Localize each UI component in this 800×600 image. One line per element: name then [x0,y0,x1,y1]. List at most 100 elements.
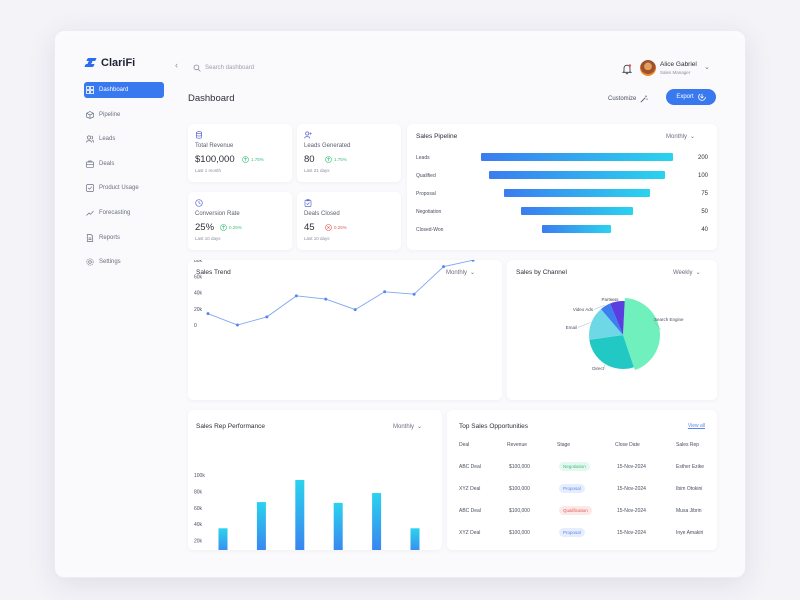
clipboard-icon [304,199,312,207]
kpi-label: Total Revenue [195,143,234,149]
sidebar-item-settings[interactable]: Settings [84,254,164,270]
rep-bar[interactable] [372,493,382,550]
sidebar-item-deals[interactable]: Deals [84,156,164,172]
slice-label: Search Engine [654,317,684,322]
sidebar-item-product-usage[interactable]: Product Usage [84,180,164,196]
sidebar-item-leads[interactable]: Leads [84,131,164,147]
data-point[interactable] [265,315,269,319]
sidebar-item-dashboard[interactable]: Dashboard [84,82,164,98]
chevron-down-icon: ⌄ [470,270,476,276]
pipeline-stage-value: 40 [701,227,708,233]
pipeline-bar-leads[interactable] [481,153,673,161]
rep-bar[interactable] [256,502,266,550]
data-point[interactable] [353,308,357,312]
leader-line [577,322,591,328]
deal-name: XYZ Deal [459,530,481,536]
notification-bell-icon[interactable] [621,62,633,75]
sidebar-item-label: Reports [99,234,121,241]
kpi-label: Leads Generated [304,143,351,149]
kpi-delta: 1.75% [242,156,264,163]
period-dropdown[interactable]: Monthly ⌄ [446,269,476,277]
sidebar-item-reports[interactable]: Reports [84,230,164,246]
leader-line [609,299,618,301]
export-label: Export [676,94,694,100]
search-input[interactable]: Search dashboard [193,64,254,72]
data-point[interactable] [412,292,416,296]
download-icon [697,93,706,101]
data-point[interactable] [383,290,387,294]
data-point[interactable] [471,260,475,262]
target-icon [195,199,203,207]
column-header[interactable]: Deal [459,442,470,448]
slice-label: Email [566,325,577,330]
export-button[interactable]: Export [666,89,716,105]
sales-by-channel-card: Sales by Channel Weekly ⌄ Search Engine D… [507,260,717,400]
rep-bar[interactable] [333,502,343,550]
column-header[interactable]: Stage [557,442,571,448]
deal-name: ABC Deal [459,508,481,514]
period-label: Weekly [673,269,693,276]
pie-slice[interactable] [589,335,634,369]
database-icon [196,131,202,139]
period-dropdown[interactable]: Monthly ⌄ [393,423,422,431]
column-header[interactable]: Sales Rep [676,442,700,448]
sales-trend-line [207,260,474,326]
pipeline-stage-value: 75 [701,191,708,197]
app-window: ClariFi ‹ Dashboard Pipeline Leads Deals… [54,30,746,578]
pie-slice[interactable] [589,309,623,340]
arrow-down-circle-icon [325,224,332,231]
data-point[interactable] [206,312,210,316]
pie-slice[interactable] [623,298,660,371]
kpi-card-total-revenue: Total Revenue $100,000 1.75% Last 1 mont… [188,124,292,182]
sidebar-item-forecasting[interactable]: Forecasting [84,205,164,221]
column-header[interactable]: Close Date [615,442,640,448]
app-surface: ClariFi ‹ Dashboard Pipeline Leads Deals… [61,37,739,571]
sidebar-item-pipeline[interactable]: Pipeline [84,107,164,123]
sidebar-item-label: Deals [99,160,115,167]
user-menu-chevron-icon[interactable]: ⌄ [704,64,710,71]
card-title: Sales Trend [196,269,231,276]
column-header[interactable]: Revenue [507,442,528,448]
period-dropdown[interactable]: Weekly ⌄ [673,269,701,277]
rep-bar[interactable] [295,479,305,550]
chevron-down-icon: ⌄ [690,134,696,140]
rep-bar[interactable] [218,528,228,550]
pipeline-bar-proposal[interactable] [504,189,650,197]
top-opportunities-card: Top Sales Opportunities View all Deal Re… [447,410,717,550]
data-point[interactable] [294,294,298,298]
pipeline-bar-qualified[interactable] [489,171,665,179]
arrow-up-circle-icon [220,224,227,231]
pipeline-bar-negotiation[interactable] [521,207,633,215]
slice-label: Partners [601,297,619,302]
grid-icon [86,86,94,94]
pie-slice[interactable] [610,301,625,335]
box-check-icon [86,184,94,193]
y-tick-label: 80k [194,260,203,264]
stage-badge: Qualification [559,506,592,515]
rep-bar[interactable] [410,528,420,550]
pie-slice[interactable] [600,303,623,335]
arrow-up-circle-icon [242,156,249,163]
collapse-sidebar-icon[interactable]: ‹ [175,60,178,70]
view-all-link[interactable]: View all [687,423,705,429]
deal-revenue: $100,000 [509,464,530,470]
period-dropdown[interactable]: Monthly ⌄ [666,133,696,141]
deal-name: ABC Deal [459,464,481,470]
page-title: Dashboard [188,93,235,104]
data-point[interactable] [324,297,328,301]
stage-badge: Proposal [559,484,585,493]
customize-button[interactable]: Customize [608,95,648,103]
user-avatar[interactable] [640,60,656,76]
sidebar-item-label: Pipeline [99,111,121,118]
data-point[interactable] [235,323,239,327]
pipeline-bar-closed-won[interactable] [542,225,611,233]
app-logo[interactable]: ClariFi [84,57,135,69]
sidebar-item-label: Leads [99,136,116,143]
kpi-label: Conversion Rate [195,211,240,217]
sales-rep: Musa Jibrin [676,508,702,514]
data-point[interactable] [442,265,446,269]
card-title: Sales by Channel [516,269,567,276]
pipeline-stage-value: 100 [697,173,708,179]
kpi-value: 80 [304,154,315,165]
sidebar-nav: Dashboard Pipeline Leads Deals Product U… [84,82,164,279]
